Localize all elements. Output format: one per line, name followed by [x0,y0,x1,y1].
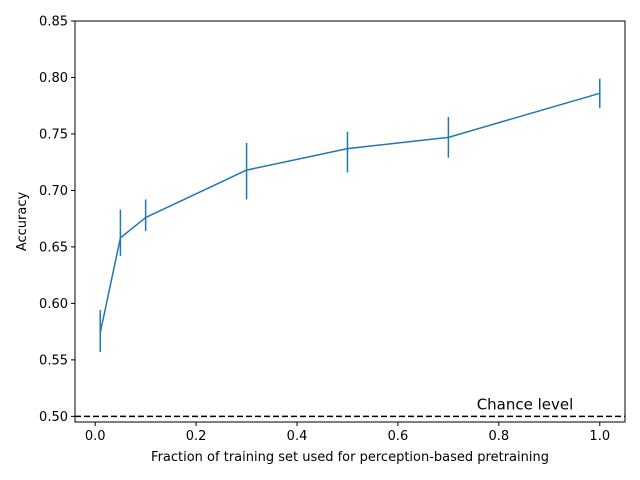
data-point [144,216,147,219]
data-point [598,92,601,95]
y-tick-label: 0.85 [39,15,68,30]
axis-ticks: 0.0 0.2 0.4 0.6 0.8 1.0 0.50 0.55 0.60 0.65 0.70 0.… [39,15,610,445]
y-tick-label: 0.50 [39,410,68,425]
y-tick-label: 0.75 [39,127,68,142]
y-axis-label: Accuracy [15,192,30,252]
y-tick-label: 0.65 [39,240,68,255]
plot-area [75,78,625,418]
x-axis-label: Fraction of training set used for percep… [151,450,549,465]
data-point [119,237,122,239]
x-tick-label: 0.0 [85,429,106,444]
data-point [346,147,349,150]
y-tick-label: 0.70 [39,184,68,199]
y-tick-label: 0.60 [39,297,68,312]
x-tick-label: 1.0 [589,429,610,444]
x-tick-label: 0.4 [287,429,308,444]
x-tick-label: 0.8 [489,429,510,444]
data-point [99,331,102,334]
data-point [447,136,450,139]
data-point [245,169,248,171]
series-line [99,92,600,333]
x-tick-label: 0.6 [388,429,409,444]
y-tick-label: 0.55 [39,353,68,368]
y-tick-label: 0.80 [39,71,68,86]
axes-frame [74,20,626,423]
chance-level-label: Chance level [477,395,574,413]
x-tick-label: 0.2 [186,429,207,444]
